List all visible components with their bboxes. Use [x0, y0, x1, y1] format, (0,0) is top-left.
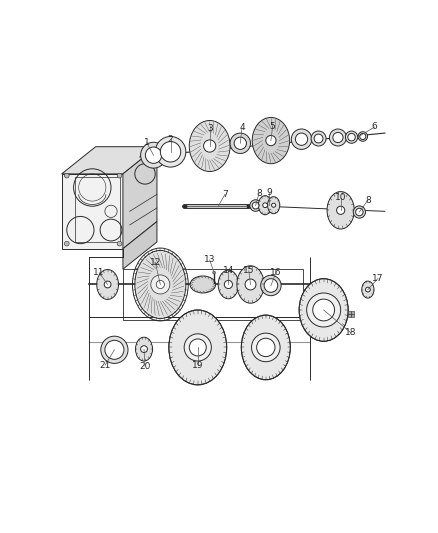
Text: 5: 5 [269, 122, 275, 131]
Ellipse shape [298, 279, 347, 341]
Circle shape [265, 135, 276, 146]
Polygon shape [61, 174, 123, 249]
Circle shape [230, 133, 250, 154]
Circle shape [336, 206, 344, 214]
Ellipse shape [135, 337, 152, 361]
Circle shape [117, 241, 122, 246]
Circle shape [244, 279, 255, 290]
Bar [350, 311, 353, 314]
Ellipse shape [267, 197, 279, 214]
Circle shape [332, 132, 342, 143]
Ellipse shape [326, 191, 353, 229]
Text: 2: 2 [167, 135, 173, 144]
Circle shape [233, 137, 246, 149]
Bar [347, 311, 350, 314]
Circle shape [355, 208, 362, 216]
Circle shape [314, 134, 322, 143]
Circle shape [212, 271, 215, 274]
Text: 8: 8 [255, 189, 261, 198]
Circle shape [262, 203, 267, 207]
Ellipse shape [189, 120, 230, 172]
Polygon shape [123, 147, 157, 249]
Ellipse shape [190, 276, 215, 293]
Circle shape [295, 133, 307, 146]
Text: 3: 3 [206, 125, 212, 133]
Circle shape [306, 293, 340, 327]
Text: 6: 6 [371, 123, 377, 132]
Ellipse shape [237, 266, 264, 303]
Text: 12: 12 [149, 258, 161, 267]
Text: 9: 9 [266, 188, 272, 197]
Circle shape [256, 338, 274, 357]
Circle shape [145, 147, 161, 163]
Circle shape [260, 275, 280, 296]
Circle shape [311, 131, 325, 146]
Circle shape [189, 339, 206, 356]
Circle shape [359, 133, 365, 140]
Circle shape [155, 136, 185, 167]
Text: 1: 1 [144, 138, 149, 147]
Ellipse shape [241, 315, 290, 379]
Circle shape [357, 132, 367, 141]
Circle shape [264, 279, 277, 292]
Polygon shape [123, 222, 157, 269]
Text: 13: 13 [204, 255, 215, 264]
Text: 18: 18 [344, 328, 356, 337]
Circle shape [101, 336, 128, 364]
Text: 7: 7 [222, 190, 227, 199]
Ellipse shape [218, 270, 238, 299]
Text: 11: 11 [93, 268, 105, 277]
Ellipse shape [169, 310, 226, 385]
Text: 21: 21 [99, 361, 111, 369]
Text: 8: 8 [364, 196, 370, 205]
Circle shape [117, 173, 122, 178]
Circle shape [224, 280, 232, 288]
Circle shape [251, 333, 279, 362]
Text: 16: 16 [270, 268, 281, 277]
Circle shape [347, 133, 354, 141]
Circle shape [328, 129, 346, 146]
Text: 20: 20 [139, 361, 150, 370]
Circle shape [140, 142, 166, 168]
Circle shape [249, 200, 261, 211]
Circle shape [64, 173, 69, 178]
Text: 17: 17 [371, 274, 383, 283]
Circle shape [291, 129, 311, 149]
Bar [350, 314, 353, 317]
Circle shape [365, 287, 369, 292]
Ellipse shape [96, 270, 118, 300]
Circle shape [312, 299, 334, 321]
Circle shape [345, 131, 357, 143]
Text: 15: 15 [243, 266, 254, 276]
Circle shape [271, 203, 275, 207]
Circle shape [251, 202, 258, 209]
Text: 14: 14 [222, 266, 233, 276]
Circle shape [151, 275, 170, 294]
Circle shape [64, 241, 69, 246]
Circle shape [140, 346, 147, 352]
Circle shape [203, 140, 215, 152]
Text: 10: 10 [334, 193, 346, 202]
Ellipse shape [361, 281, 373, 298]
Bar [347, 314, 350, 317]
Ellipse shape [251, 117, 289, 164]
Circle shape [105, 340, 124, 359]
Circle shape [184, 334, 211, 361]
Polygon shape [61, 147, 157, 174]
Ellipse shape [258, 196, 271, 215]
Circle shape [104, 281, 111, 288]
Ellipse shape [134, 251, 185, 319]
Text: 4: 4 [239, 124, 244, 133]
Circle shape [353, 206, 365, 218]
Circle shape [156, 280, 164, 288]
Text: 19: 19 [191, 361, 203, 369]
Circle shape [160, 142, 180, 162]
